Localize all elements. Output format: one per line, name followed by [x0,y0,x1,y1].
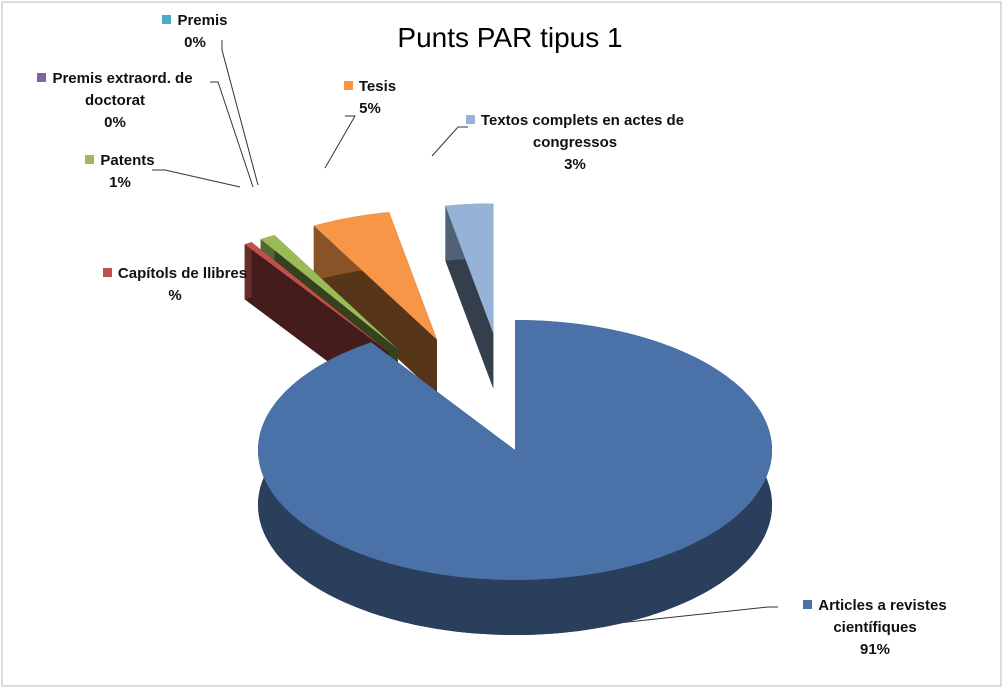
leader-line [210,81,254,188]
value-label: 91% [859,641,891,658]
leader-line [431,126,468,157]
value-label: 0% [104,114,126,131]
category-label: Premis [177,12,228,29]
leader-line [324,115,356,169]
slice-rim [244,242,252,300]
data-label: Articles a revistes científiques 91% [775,595,975,661]
value-label: 0% [184,34,206,51]
value-label: 5% [359,100,381,117]
legend-marker [102,268,112,277]
pie-slice [258,320,772,635]
data-label: Premis extraord. de doctorat 0% [20,68,210,134]
value-label: 3% [564,156,586,173]
category-label: Capítols de llibres [117,265,248,282]
chart-title: Punts PAR tipus 1 [397,22,623,53]
slice-top [313,212,437,340]
legend-marker [803,600,813,609]
leader-lines [152,40,778,626]
leader-line [221,40,259,186]
legend-marker [343,81,353,90]
category-label: Patents [100,152,155,169]
category-label: Premis extraord. de doctorat [52,70,193,109]
pie-slice [445,203,494,389]
data-label: Capítols de llibres% [75,263,275,307]
value-label: % [168,287,182,304]
leader-line [599,606,778,626]
slice-top [244,242,389,352]
leader-line [152,169,241,188]
legend-marker [37,73,47,82]
legend-marker [85,155,95,164]
slice-top [445,203,494,334]
category-label: Textos complets en actes de congressos [480,112,685,151]
legend-marker [162,15,172,24]
slice-top [260,235,398,350]
data-label: Patents 1% [70,150,170,194]
data-label: Textos complets en actes de congressos 3% [465,110,685,176]
category-label: Tesis [358,78,397,95]
data-label: Premis 0% [120,10,270,54]
value-label: 1% [109,174,131,191]
legend-marker [465,115,475,124]
category-label: Articles a revistes científiques [818,597,947,636]
data-label: Tesis 5% [320,76,420,120]
slice-top [258,320,772,580]
